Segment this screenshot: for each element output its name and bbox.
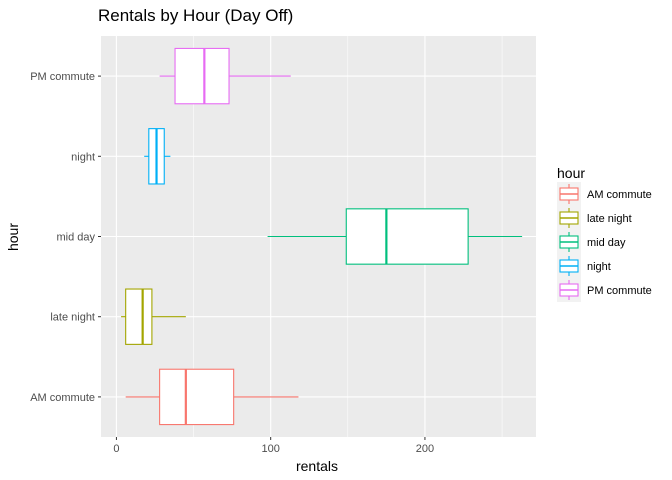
y-tick-label: AM commute: [30, 392, 95, 404]
x-tick-label: 200: [416, 443, 434, 455]
box: [174, 47, 230, 105]
legend-item: PM commute: [557, 278, 652, 302]
legend-label: late night: [587, 213, 632, 225]
legend-item: late night: [557, 206, 632, 230]
y-tick-label: late night: [50, 312, 95, 324]
y-tick-label: night: [71, 151, 95, 163]
boxplot: [121, 288, 186, 345]
y-tick-label: PM commute: [30, 71, 95, 83]
legend: hour AM commute late night mid day night PM …: [557, 165, 652, 302]
x-tick-label: 100: [262, 443, 280, 455]
boxplot: [267, 208, 523, 265]
legend-label: mid day: [587, 237, 626, 249]
legend-title: hour: [557, 165, 585, 181]
boxplots: [121, 47, 523, 426]
x-axis-title: rentals: [296, 458, 338, 474]
legend-item: mid day: [557, 230, 626, 254]
y-axis: AM commute late night mid day night PM commu…: [30, 71, 101, 404]
legend-label: PM commute: [587, 285, 652, 297]
box: [345, 208, 469, 265]
boxplot: [144, 128, 171, 185]
legend-item: AM commute: [557, 182, 652, 206]
box: [159, 368, 235, 426]
x-tick-label: 0: [113, 443, 119, 455]
box: [125, 288, 153, 345]
legend-label: night: [587, 261, 611, 273]
legend-item: night: [557, 254, 611, 278]
legend-label: AM commute: [587, 189, 652, 201]
x-axis: 0 100 200: [113, 437, 434, 455]
y-tick-label: mid day: [56, 232, 95, 244]
boxplot: [125, 368, 299, 426]
chart-title: Rentals by Hour (Day Off): [98, 6, 293, 25]
boxplot: [159, 47, 291, 105]
y-axis-title: hour: [5, 223, 21, 251]
